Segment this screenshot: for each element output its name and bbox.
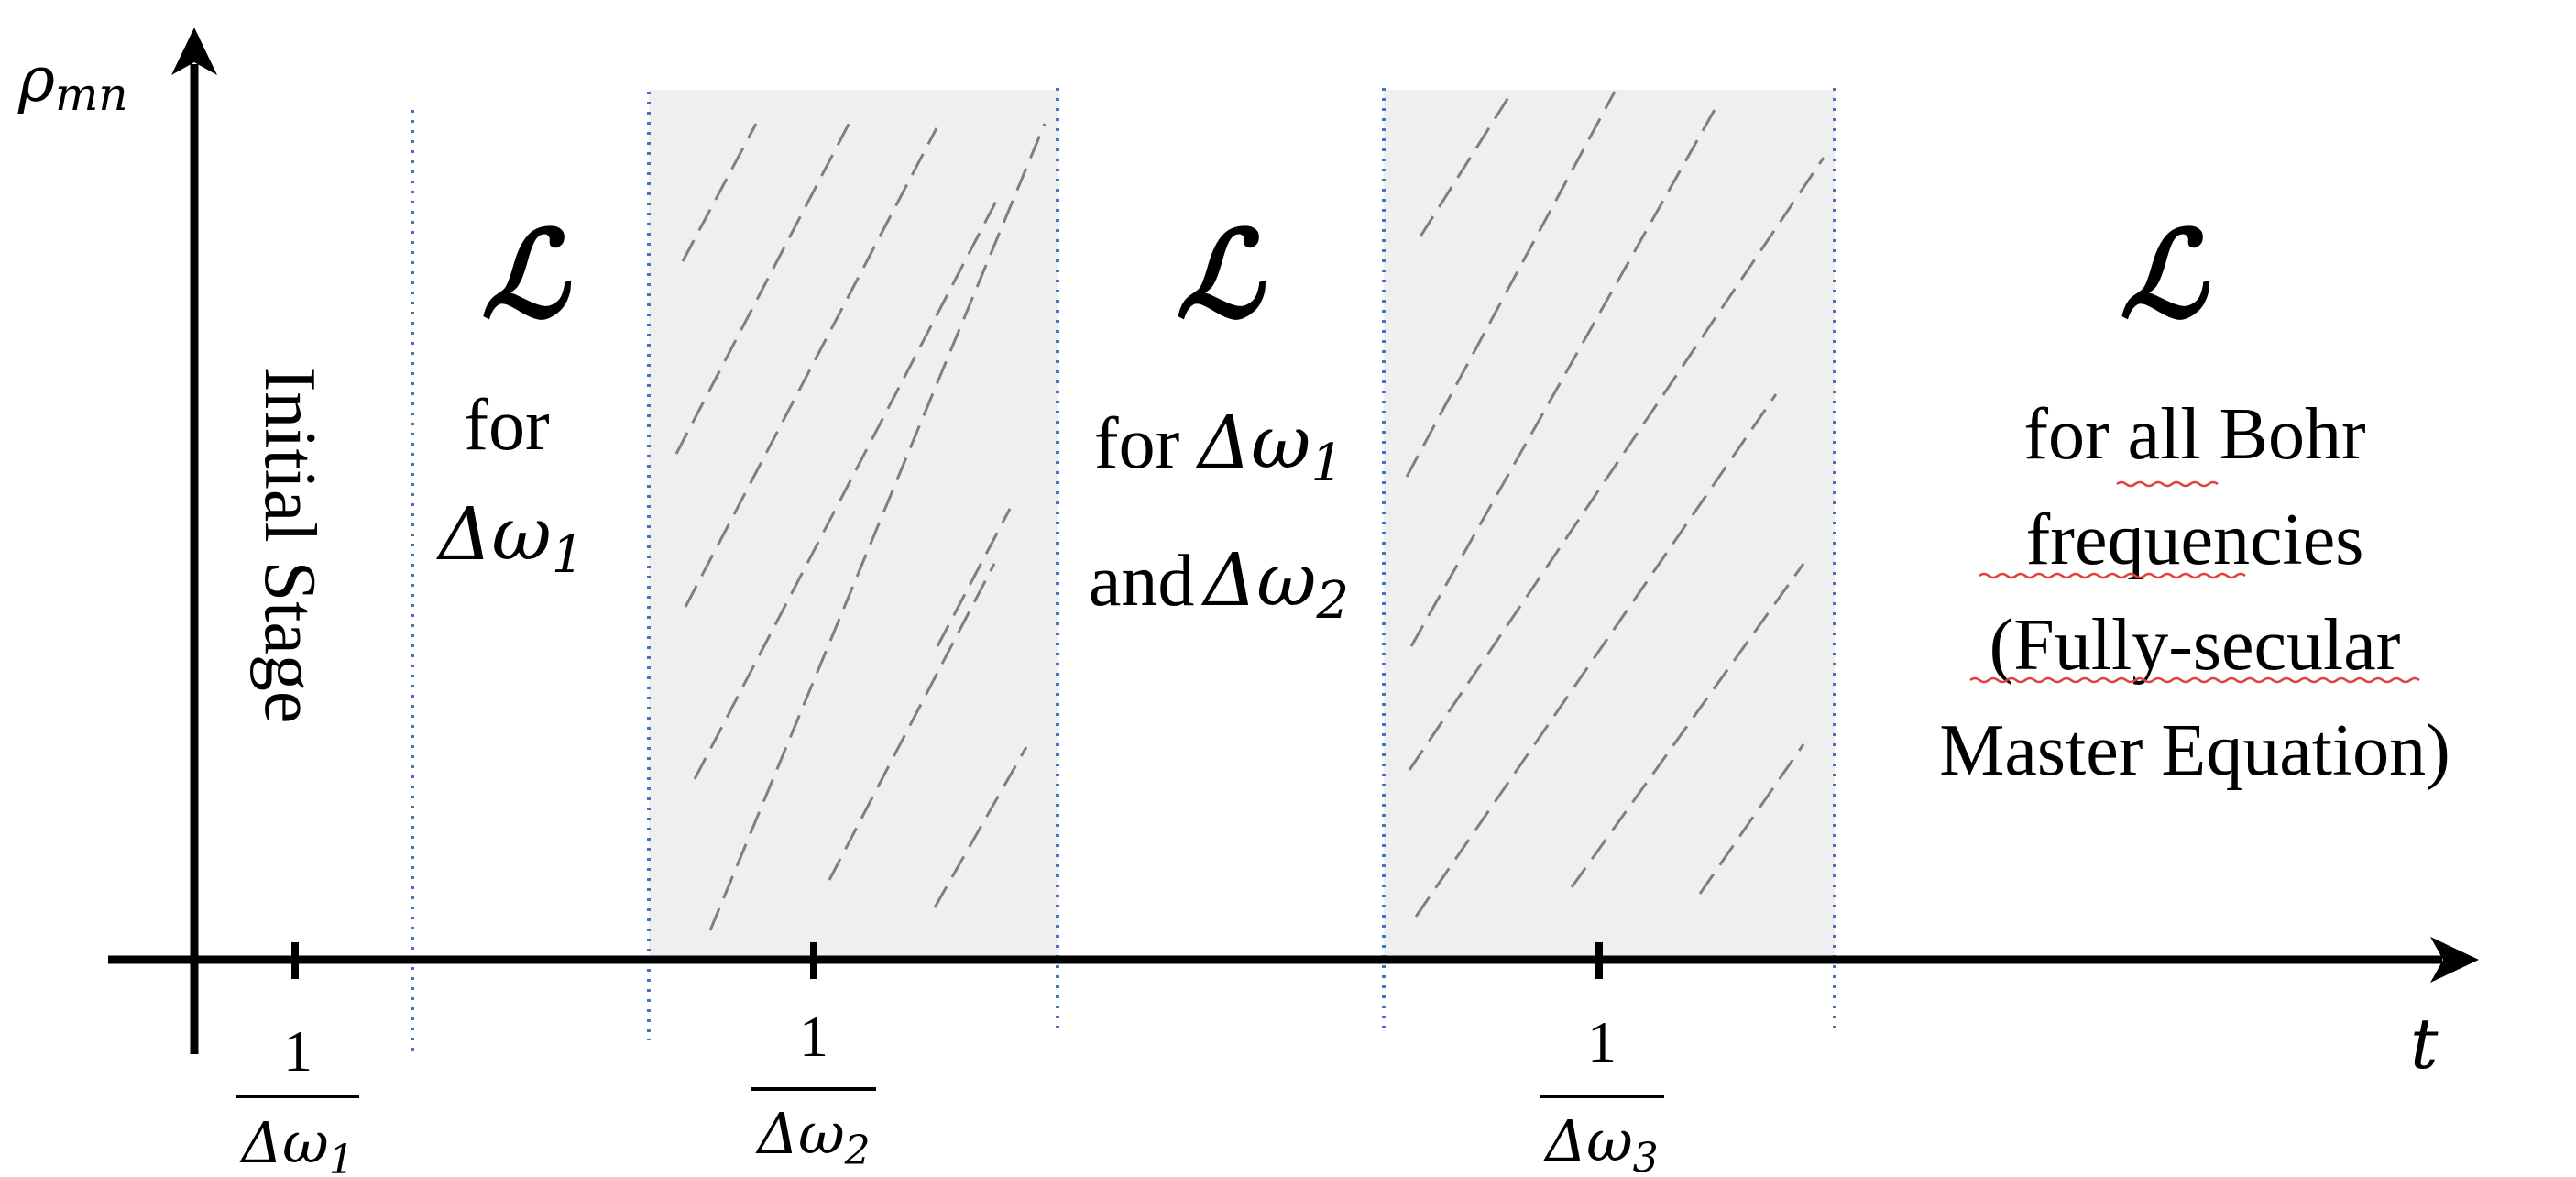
x-axis-label: t (2410, 1003, 2439, 1084)
hatch-band-2 (1405, 91, 1825, 918)
svg-text:Δω1: Δω1 (239, 1109, 354, 1177)
region-dividers (411, 88, 1836, 1054)
tick-label-3: 1 Δω3 (1540, 1009, 1664, 1177)
region-1-text: ℒ for Δω1 (436, 204, 585, 585)
shaded-band-2 (1384, 90, 1835, 961)
y-axis-arrowhead (171, 28, 217, 75)
region-3-line2: frequencies (2026, 500, 2364, 580)
region-3-line1: for all Bohr (2023, 394, 2365, 475)
lindblad-symbol-1: ℒ (481, 204, 572, 345)
region-3-line3: (Fully-secular (1990, 605, 2401, 686)
initial-stage-label: Initial Stage (249, 368, 330, 724)
svg-text:Δω3: Δω3 (1543, 1107, 1658, 1177)
svg-text:1: 1 (283, 1018, 312, 1084)
shaded-band-1 (649, 90, 1058, 961)
tick-label-1: 1 Δω1 (236, 1018, 359, 1177)
spellcheck-underlines (1969, 480, 2420, 684)
hatch-band-1 (674, 116, 1047, 931)
y-axis-label: ρmn (17, 44, 128, 121)
region-2-line2: and Δω2 (1089, 537, 1349, 631)
lindblad-symbol-2: ℒ (1176, 204, 1266, 345)
lindblad-symbol-3: ℒ (2120, 204, 2210, 345)
region-2-text: ℒ for Δω1 and Δω2 (1089, 204, 1349, 631)
region-3-line4: Master Equation) (1939, 710, 2450, 791)
region-2-line1: for Δω1 (1094, 400, 1343, 493)
region-3-text: ℒ for all Bohr frequencies (Fully-secula… (1939, 204, 2450, 791)
svg-text:Δω2: Δω2 (755, 1100, 870, 1174)
region-1-line1: for (464, 385, 549, 466)
x-axis-arrowhead (2430, 937, 2479, 983)
svg-text:1: 1 (799, 1004, 828, 1069)
tick-label-2: 1 Δω2 (751, 1004, 876, 1174)
svg-text:1: 1 (1587, 1009, 1617, 1074)
region-1-line2: Δω1 (436, 491, 585, 585)
